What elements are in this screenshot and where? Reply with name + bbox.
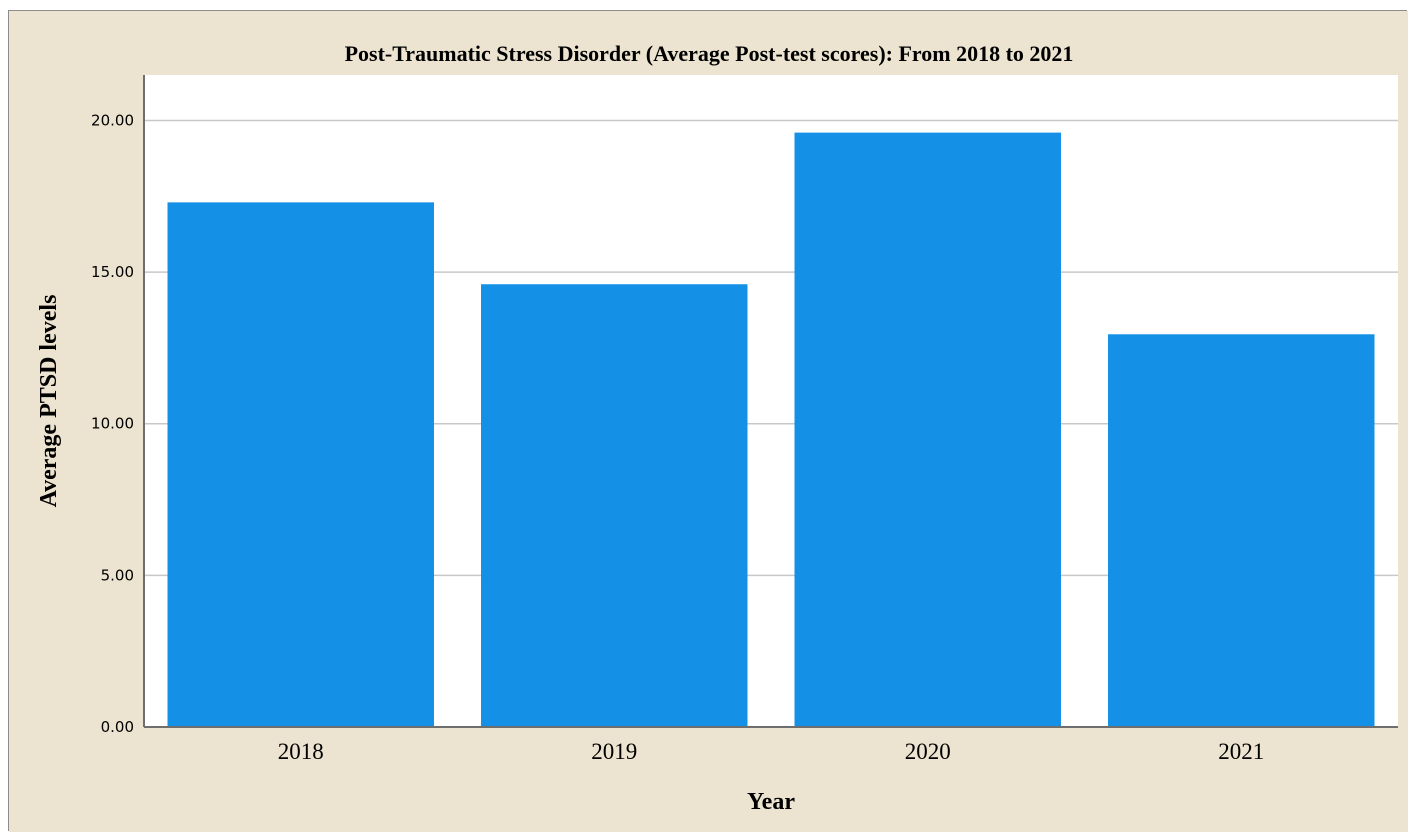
x-tick-label: 2020 — [905, 739, 951, 764]
axes — [143, 75, 1398, 728]
y-tick-label: 5.00 — [101, 566, 134, 584]
x-tick-labels: 2018 2019 2020 2021 — [278, 739, 1265, 764]
bars — [167, 132, 1375, 728]
x-tick-label: 2021 — [1218, 739, 1264, 764]
y-axis-title: Average PTSD levels — [36, 295, 62, 508]
bar-2020 — [794, 132, 1061, 728]
x-tick-label: 2018 — [278, 739, 324, 764]
bar-2018 — [167, 202, 434, 728]
bar-2019 — [481, 284, 748, 727]
y-tick-label: 15.00 — [91, 263, 134, 281]
y-tick-label: 10.00 — [91, 415, 134, 433]
x-tick-label: 2019 — [591, 739, 637, 764]
chart-title: Post-Traumatic Stress Disorder (Average … — [345, 41, 1074, 66]
y-tick-label: 0.00 — [101, 718, 134, 736]
bar-2021 — [1108, 334, 1375, 727]
y-tick-label: 20.00 — [91, 111, 134, 129]
y-tick-labels: 0.00 5.00 10.00 15.00 20.00 — [91, 111, 134, 736]
x-axis-title: Year — [747, 789, 795, 815]
bar-chart: 0.00 5.00 10.00 15.00 20.00 2018 2019 2020 2021… — [9, 11, 1408, 832]
chart-frame: 0.00 5.00 10.00 15.00 20.00 2018 2019 2020 2021… — [8, 10, 1408, 832]
